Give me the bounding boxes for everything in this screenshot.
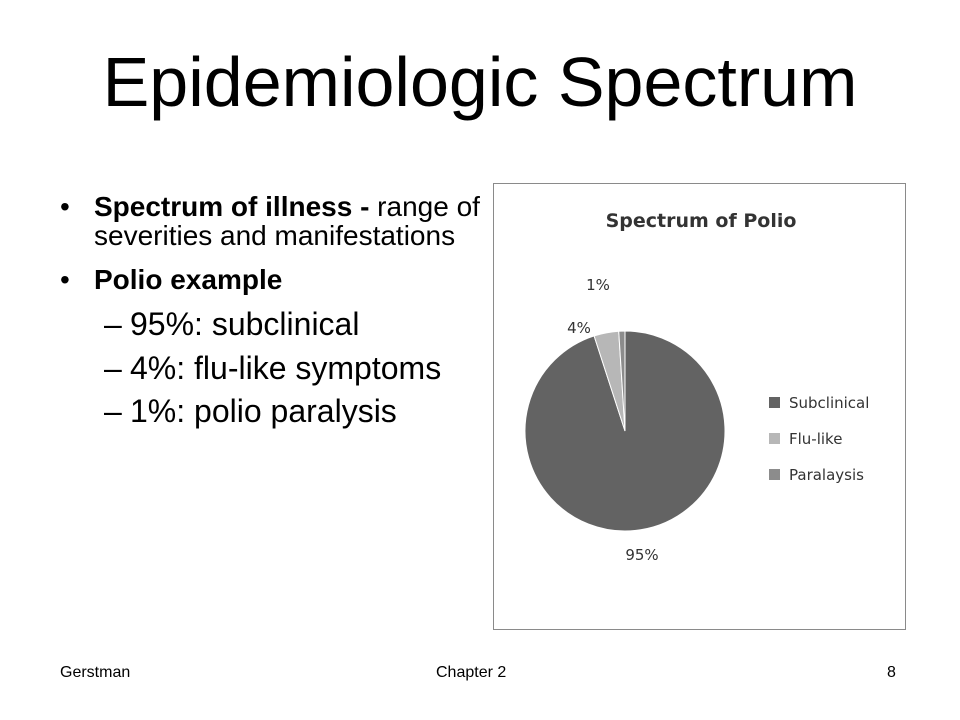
footer-author: Gerstman bbox=[60, 664, 131, 681]
legend-label-paralaysis: Paralaysis bbox=[789, 466, 864, 484]
bullet-dot: • bbox=[60, 263, 70, 295]
sub-bullet-dash: – bbox=[104, 306, 122, 343]
legend-swatch-flu-like bbox=[769, 433, 780, 444]
slide-title: Epidemiologic Spectrum bbox=[102, 43, 858, 121]
chart-title: Spectrum of Polio bbox=[606, 210, 797, 232]
footer-chapter: Chapter 2 bbox=[436, 664, 507, 681]
data-label-paralaysis: 1% bbox=[586, 276, 610, 294]
pie-chart: Spectrum of Polio 95% 4% 1% Subclinical Flu… bbox=[493, 183, 906, 630]
data-label-subclinical: 95% bbox=[625, 546, 658, 564]
bullet-text: range of severities and manifestations bbox=[94, 191, 480, 252]
sub-bullet-paralysis: –1%: polio paralysis bbox=[60, 395, 480, 429]
sub-bullet-flu-like: –4%: flu-like symptoms bbox=[60, 349, 480, 386]
bullet-list: • Spectrum of illness - range of severiti… bbox=[60, 192, 480, 439]
bullet-bold-text: Polio example bbox=[94, 263, 283, 295]
pie-chart-svg: Spectrum of Polio 95% 4% 1% Subclinical Flu… bbox=[524, 210, 869, 564]
legend-label-subclinical: Subclinical bbox=[789, 394, 869, 412]
bullet-bold-text: Spectrum of illness - bbox=[94, 191, 370, 222]
bullet-polio-example: • Polio example bbox=[60, 263, 480, 295]
footer-page-number: 8 bbox=[887, 664, 896, 681]
sub-bullet-dash: – bbox=[104, 393, 122, 430]
sub-bullet-text: 4%: flu-like symptoms bbox=[130, 349, 442, 386]
sub-bullet-dash: – bbox=[104, 349, 122, 386]
legend-swatch-paralaysis bbox=[769, 469, 780, 480]
bullet-spectrum-of-illness: • Spectrum of illness - range of severiti… bbox=[60, 192, 480, 251]
legend-label-flu-like: Flu-like bbox=[789, 430, 842, 448]
sub-bullet-subclinical: –95%: subclinical bbox=[60, 306, 480, 343]
sub-bullet-text: 95%: subclinical bbox=[130, 306, 360, 343]
data-label-flu-like: 4% bbox=[567, 319, 591, 337]
pie-slices bbox=[524, 330, 726, 532]
legend-swatch-subclinical bbox=[769, 397, 780, 408]
data-labels: 95% 4% 1% bbox=[567, 276, 659, 564]
pie-slice-paralaysis bbox=[618, 330, 626, 432]
sub-bullet-text: 1%: polio paralysis bbox=[130, 393, 397, 430]
chart-legend: Subclinical Flu-like Paralaysis bbox=[769, 394, 869, 484]
bullet-dot: • bbox=[60, 191, 70, 222]
